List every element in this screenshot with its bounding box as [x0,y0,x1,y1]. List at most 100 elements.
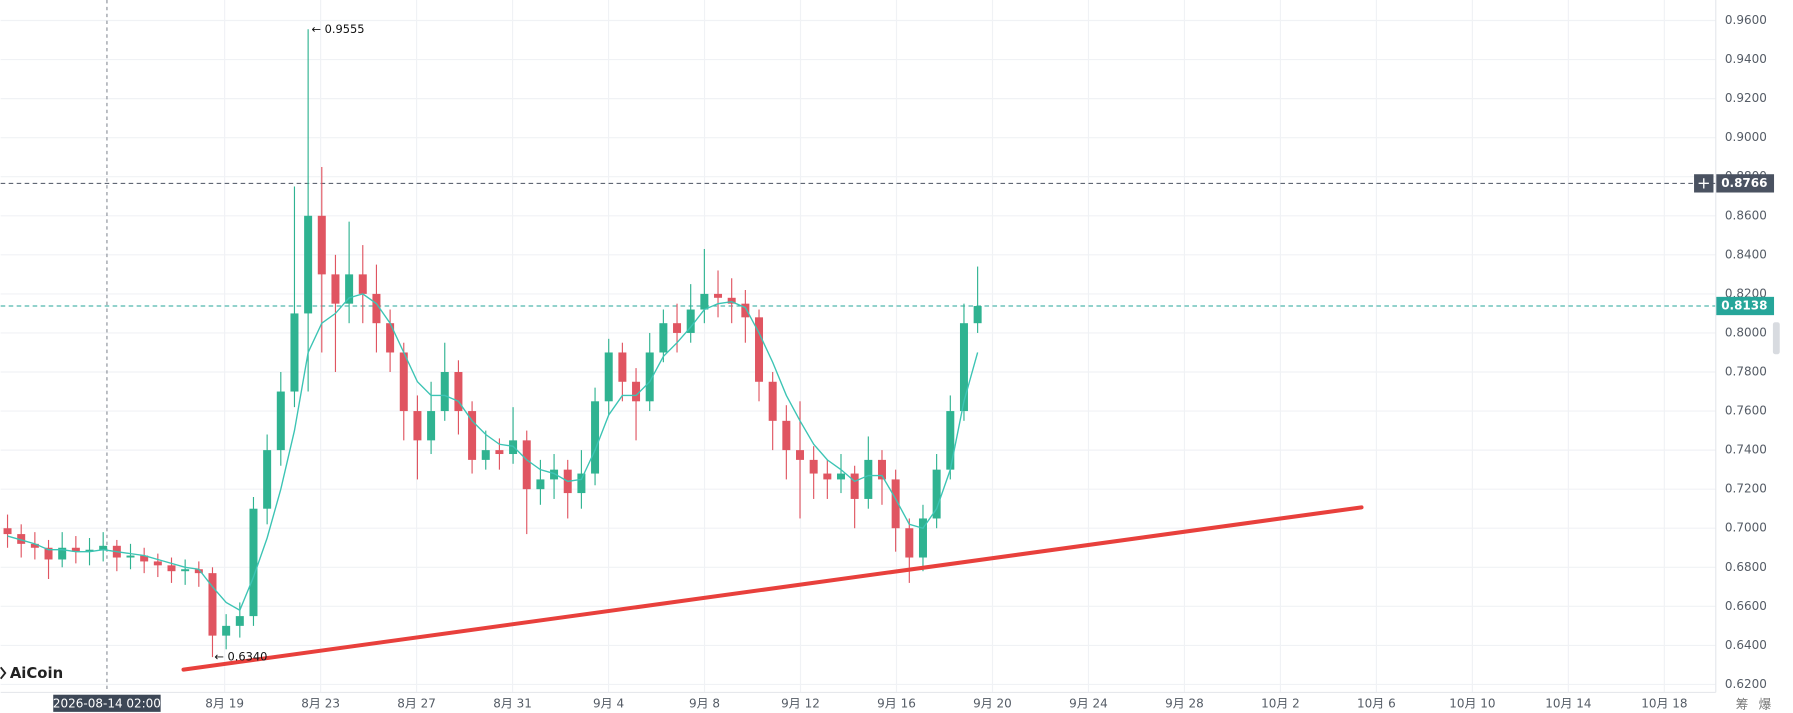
candle-body [304,215,313,314]
candle-body [673,323,682,333]
y-tick-label: 0.9400 [1725,52,1767,66]
candle-body [973,306,982,324]
candle-body [222,625,231,636]
extreme-label: ← 0.9555 [311,22,364,36]
candle-body [782,420,791,451]
candle-body [591,401,600,474]
y-tick-label: 0.6800 [1725,560,1767,574]
watermark: AiCoin [10,664,63,682]
x-tick-label: 9月 24 [1069,696,1108,710]
footer-button[interactable]: 筹 [1736,697,1749,712]
candle-body [536,479,545,490]
candle-body [959,323,968,412]
x-tick-label: 9月 20 [973,696,1012,710]
footer-button[interactable]: 爆 [1759,697,1772,712]
candle-body [946,411,955,470]
y-tick-label: 0.8400 [1725,247,1767,261]
candle-body [290,313,299,392]
candle-body [386,323,395,353]
candle-body [153,561,162,566]
y-tick-label: 0.7200 [1725,482,1767,496]
candle-body [317,215,326,275]
candle-body [645,352,654,402]
plus-icon [1698,178,1709,189]
crosshair-label-box [53,694,161,712]
candle-body [932,469,941,519]
candle-body [509,440,518,455]
candle-body [3,528,12,535]
x-tick-label: 8月 27 [397,696,436,710]
y-tick-label: 0.9600 [1725,13,1767,27]
candle-body [836,473,845,480]
moving-average [7,293,979,612]
y-tick-label: 0.9200 [1725,91,1767,105]
candle-body [550,469,559,480]
candle-body [58,547,67,560]
y-tick-label: 0.8600 [1725,208,1767,222]
x-tick-label: 9月 16 [877,696,916,710]
candle-body [181,569,190,572]
candle-body [481,450,490,460]
x-tick-label: 9月 28 [1165,696,1204,710]
candle-body [194,569,203,574]
scrollbar[interactable] [1772,322,1780,355]
candle-body [495,450,504,455]
candle-body [468,411,477,460]
price-label-box [1715,296,1775,316]
x-tick-label: 8月 23 [301,696,340,710]
candle-body [427,411,436,441]
candle-body [877,459,886,480]
candle-body [686,309,695,333]
x-tick-label: 10月 14 [1545,696,1591,710]
extreme-label: ← 0.6340 [214,650,267,664]
candle-body [796,450,805,460]
candle-body [850,473,859,499]
y-tick-label: 0.7800 [1725,365,1767,379]
grid-layer [0,0,1716,693]
candle-body [85,549,94,552]
candle-body [618,352,627,382]
axis-layer: 0.6200 0.6400 0.6600 0.6800 0.7000 0.7200 0.74… [53,13,1775,712]
candle-body [399,352,408,412]
candle-body [140,555,149,562]
x-tick-label: 10月 2 [1261,696,1300,710]
candle-body [659,323,668,353]
price-label: 0.8138 [1721,299,1767,313]
x-tick-label: 8月 31 [493,696,532,710]
candle-body [17,534,26,544]
candle-body [864,459,873,499]
candle-body [823,473,832,480]
y-tick-label: 0.7600 [1725,404,1767,418]
candle-body [454,372,463,412]
candle-body [768,381,777,421]
candle-body [345,274,354,304]
candle-body [632,381,641,402]
candle-body [263,450,272,509]
candle-body [71,547,80,552]
candle-body [727,297,736,304]
candle-body [809,459,818,474]
candle-body [714,293,723,298]
x-tick-label: 9月 8 [689,696,720,710]
x-tick-label: 8月 19 [205,696,244,710]
candle-body [905,528,914,558]
candle-body [99,545,108,550]
x-tick-label: 9月 4 [593,696,624,710]
candle-body [30,543,39,548]
candle-body [440,372,449,412]
candle-body [276,391,285,451]
candle-body [167,565,176,572]
candle-body [208,573,217,636]
y-tick-label: 0.6600 [1725,599,1767,613]
price-label-box [1715,174,1775,193]
x-tick-label: 10月 10 [1449,696,1495,710]
candle-body [522,440,531,490]
candle-body [44,547,53,560]
candle-body [372,293,381,324]
candle-body [755,317,764,382]
candle-body [235,616,244,626]
x-tick-label: 9月 12 [781,696,820,710]
candle-body [358,274,367,294]
y-tick-label: 0.8000 [1725,325,1767,339]
